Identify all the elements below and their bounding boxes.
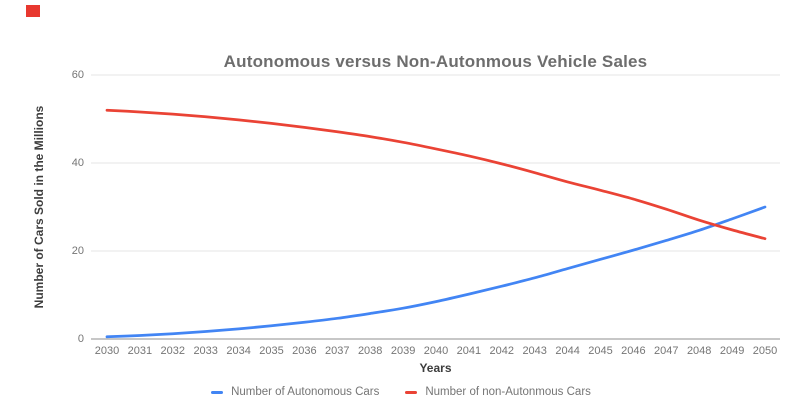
recording-indicator-icon — [26, 5, 40, 17]
x-axis-title: Years — [419, 361, 452, 375]
x-tick-label: 2041 — [456, 345, 482, 357]
x-tick-label: 2038 — [357, 345, 383, 357]
x-tick-label: 2036 — [292, 345, 317, 357]
chart-title: Autonomous versus Non-Autonmous Vehicle … — [223, 52, 648, 71]
x-tick-label: 2045 — [588, 345, 613, 357]
x-tick-label: 2040 — [423, 345, 449, 357]
x-tick-label: 2032 — [160, 345, 186, 357]
x-tick-label: 2048 — [686, 345, 712, 357]
x-tick-label: 2044 — [555, 345, 580, 357]
x-tick-label: 2039 — [390, 345, 416, 357]
x-tick-label: 2034 — [226, 345, 251, 357]
legend-swatch-icon — [405, 390, 418, 394]
x-tick-label: 2042 — [489, 345, 515, 357]
x-tick-label: 2033 — [193, 345, 218, 357]
x-tick-label: 2047 — [654, 345, 679, 357]
legend-swatch-icon — [211, 390, 224, 394]
x-tick-label: 2037 — [325, 345, 350, 357]
legend: Number of Autonomous Cars Number of non-A… — [0, 386, 802, 398]
x-tick-label: 2050 — [752, 345, 778, 357]
x-tick-label: 2049 — [719, 345, 745, 357]
x-tick-label: 2046 — [621, 345, 646, 357]
series-line-non-autonomous — [105, 108, 767, 241]
legend-label: Number of Autonomous Cars — [231, 386, 380, 398]
y-tick-label: 0 — [77, 333, 84, 345]
legend-label: Number of non-Autonmous Cars — [425, 386, 591, 398]
series-line-autonomous — [105, 205, 767, 339]
x-tick-label: 2031 — [127, 345, 153, 357]
legend-item-autonomous: Number of Autonomous Cars — [211, 386, 379, 398]
legend-item-non-autonomous: Number of non-Autonmous Cars — [405, 386, 591, 398]
y-tick-label: 40 — [71, 157, 84, 169]
x-tick-label: 2030 — [94, 345, 120, 357]
y-tick-label: 20 — [71, 245, 84, 257]
x-tick-label: 2043 — [522, 345, 547, 357]
y-tick-label: 60 — [71, 69, 84, 81]
x-tick-label: 2035 — [259, 345, 284, 357]
